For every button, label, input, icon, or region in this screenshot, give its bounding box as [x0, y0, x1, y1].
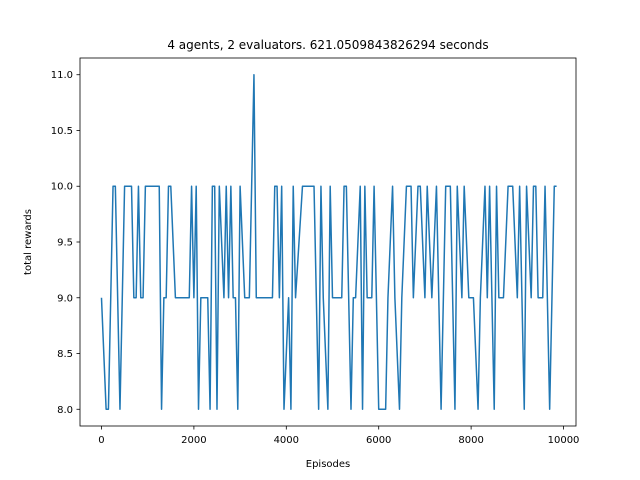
x-tick-label: 0	[98, 435, 104, 446]
plot-frame	[79, 57, 577, 427]
x-axis-label: Episodes	[306, 459, 350, 470]
y-tick-label: 9.0	[57, 293, 73, 304]
y-tick-label: 10.5	[51, 126, 73, 137]
y-tick-label: 8.0	[57, 405, 73, 416]
x-tick-label: 6000	[366, 435, 391, 446]
x-tick-label: 4000	[274, 435, 299, 446]
chart-title: 4 agents, 2 evaluators. 621.050984382629…	[167, 38, 488, 52]
x-tick-label: 2000	[181, 435, 206, 446]
data-line	[100, 73, 557, 411]
y-tick-label: 9.5	[57, 238, 73, 249]
y-tick-label: 11.0	[51, 70, 73, 81]
y-tick-label: 10.0	[51, 182, 73, 193]
y-axis-label: total rewards	[23, 209, 34, 275]
x-tick-label: 10000	[548, 435, 580, 446]
x-tick-label: 8000	[458, 435, 483, 446]
y-tick-label: 8.5	[57, 349, 73, 360]
